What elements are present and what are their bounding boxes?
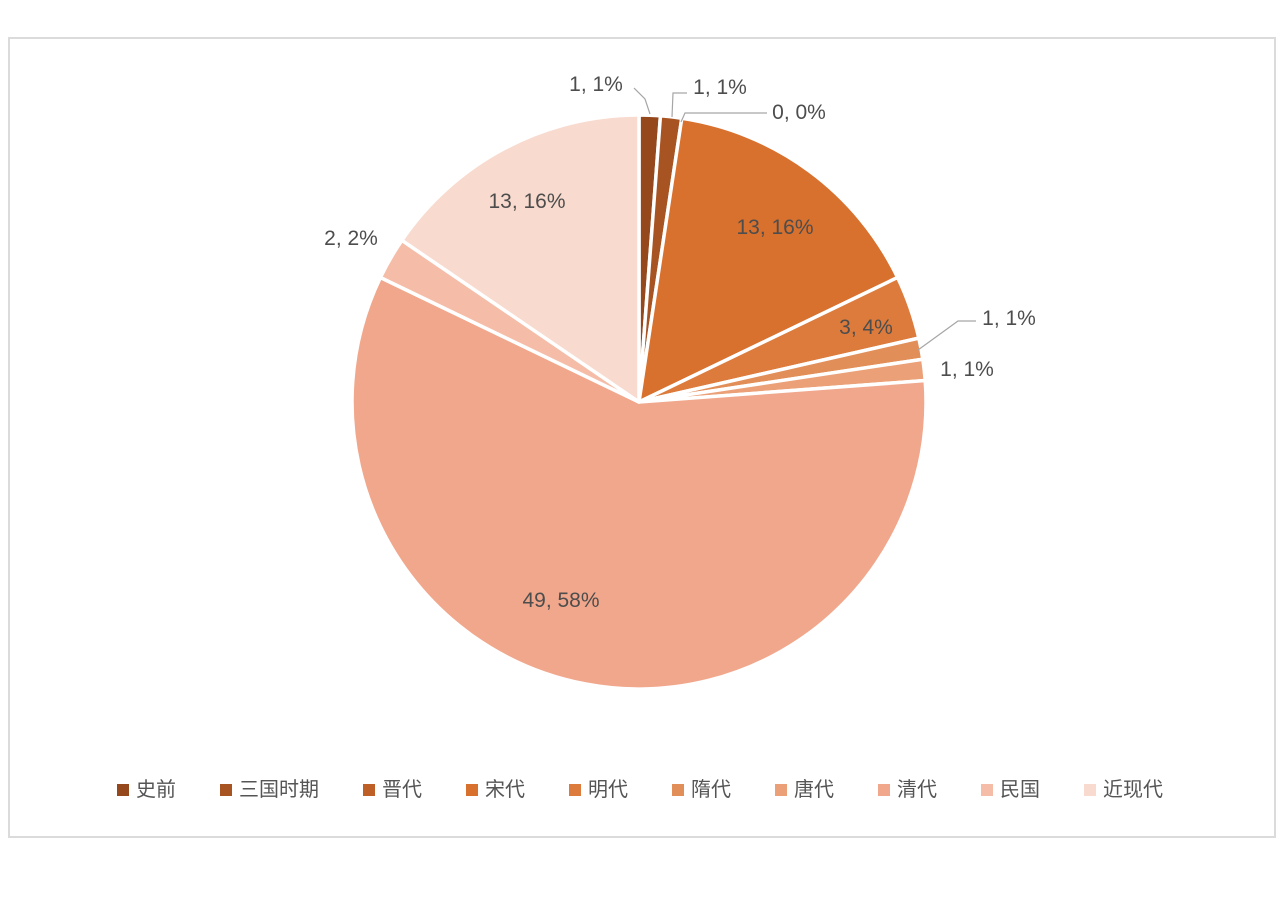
legend-swatch-icon: [672, 784, 684, 796]
legend-item-4: 明代: [569, 780, 628, 800]
legend-label: 晋代: [382, 779, 422, 801]
data-label-5: 1, 1%: [982, 307, 1036, 330]
data-label-2: 0, 0%: [772, 101, 826, 124]
legend-item-9: 近现代: [1084, 780, 1163, 800]
legend-item-8: 民国: [981, 780, 1040, 800]
legend-swatch-icon: [220, 784, 232, 796]
legend-label: 史前: [136, 779, 176, 801]
legend-swatch-icon: [775, 784, 787, 796]
legend-item-5: 隋代: [672, 780, 731, 800]
leader-line-2: [680, 112, 767, 123]
legend-swatch-icon: [569, 784, 581, 796]
leader-line-0: [633, 87, 651, 115]
legend-label: 宋代: [485, 779, 525, 801]
leader-line-1: [671, 92, 687, 118]
data-label-3: 13, 16%: [736, 216, 813, 239]
pie-slice-9: [400, 113, 641, 404]
legend-item-7: 清代: [878, 780, 937, 800]
legend-item-3: 宋代: [466, 780, 525, 800]
legend-item-1: 三国时期: [220, 780, 319, 800]
data-labels: 1, 1% 1, 1% 0, 0% 13, 16% 3, 4% 1, 1% 1, 1% 49,…: [324, 73, 1036, 612]
legend-swatch-icon: [981, 784, 993, 796]
legend-label: 隋代: [691, 779, 731, 801]
data-label-6: 1, 1%: [940, 358, 994, 381]
legend: 史前 三国时期 晋代 宋代 明代 隋代 唐代 清代 民国 近现代: [10, 773, 1270, 807]
legend-item-2: 晋代: [363, 780, 422, 800]
legend-label: 三国时期: [239, 779, 319, 801]
data-label-7: 49, 58%: [522, 589, 599, 612]
legend-item-0: 史前: [117, 780, 176, 800]
legend-swatch-icon: [1084, 784, 1096, 796]
data-label-0: 1, 1%: [569, 73, 623, 96]
legend-label: 唐代: [794, 779, 834, 801]
data-label-4: 3, 4%: [839, 316, 893, 339]
data-label-8: 2, 2%: [324, 227, 378, 250]
legend-swatch-icon: [878, 784, 890, 796]
legend-label: 近现代: [1103, 779, 1163, 801]
pie-slice-7: [350, 275, 928, 691]
legend-label: 清代: [897, 779, 937, 801]
data-label-1: 1, 1%: [693, 76, 747, 99]
pie-slices: [350, 113, 928, 691]
legend-label: 民国: [1000, 779, 1040, 801]
data-label-9: 13, 16%: [488, 190, 565, 213]
leader-lines: [633, 87, 976, 351]
legend-swatch-icon: [363, 784, 375, 796]
legend-item-6: 唐代: [775, 780, 834, 800]
legend-swatch-icon: [117, 784, 129, 796]
legend-label: 明代: [588, 779, 628, 801]
pie-slice-3: [637, 116, 900, 404]
legend-swatch-icon: [466, 784, 478, 796]
leader-line-5: [917, 320, 976, 351]
